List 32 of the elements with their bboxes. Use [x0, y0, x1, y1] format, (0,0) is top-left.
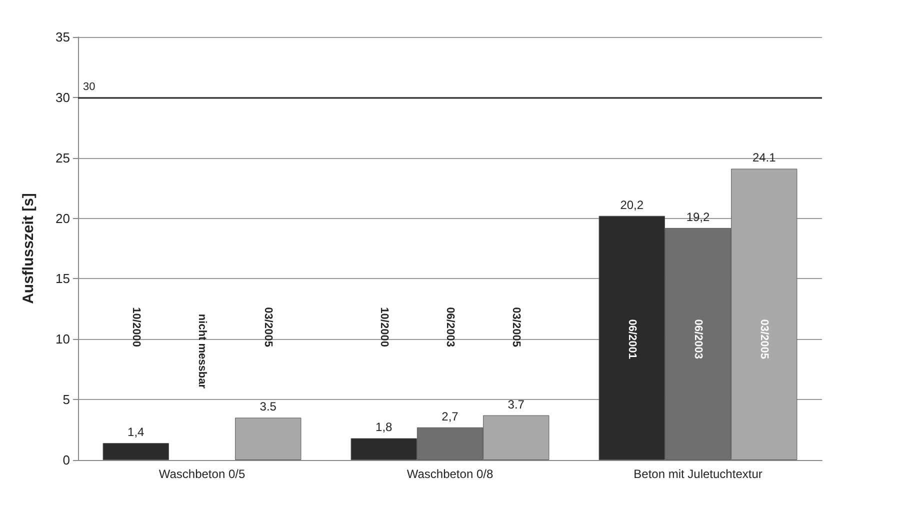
x-tick-label: Beton mit Juletuchtextur — [634, 467, 762, 481]
data-label: 2,7 — [442, 409, 459, 424]
ref-line-label: 30 — [83, 80, 96, 93]
bar — [102, 443, 169, 460]
y-tick-label: 10 — [56, 332, 70, 347]
annotation: 06/2003 — [444, 307, 456, 347]
bar — [235, 418, 302, 460]
annotation: 03/2005 — [510, 307, 522, 347]
data-label: 1,4 — [128, 425, 145, 440]
y-tick-label: 30 — [56, 90, 70, 105]
annotation: 03/2005 — [262, 307, 274, 347]
data-label: 20,2 — [620, 198, 644, 212]
y-tick-label: 25 — [56, 150, 70, 166]
x-tick-label: Waschbeton 0/5 — [158, 467, 246, 481]
annotation: 06/2001 — [626, 319, 638, 360]
y-tick-label: 20 — [56, 210, 70, 226]
annotation: 10/2000 — [130, 307, 142, 347]
y-tick-label: 0 — [62, 452, 70, 468]
data-label: 1,8 — [376, 420, 393, 434]
y-axis-title: Ausflusszeit [s] — [20, 193, 37, 304]
y-tick-label: 5 — [62, 392, 70, 408]
annotation: 06/2003 — [692, 319, 704, 360]
data-label: 3.5 — [260, 400, 277, 414]
annotation: nicht messbar — [196, 314, 208, 390]
x-tick-label: Waschbeton 0/8 — [406, 467, 494, 481]
y-tick-label: 15 — [56, 271, 70, 286]
data-label: 24.1 — [752, 150, 776, 165]
data-label: 3.7 — [508, 397, 525, 412]
annotation: 10/2000 — [378, 307, 390, 347]
data-label: 19,2 — [686, 210, 710, 224]
y-tick-label: 35 — [56, 30, 70, 44]
annotation: 03/2005 — [758, 319, 770, 360]
